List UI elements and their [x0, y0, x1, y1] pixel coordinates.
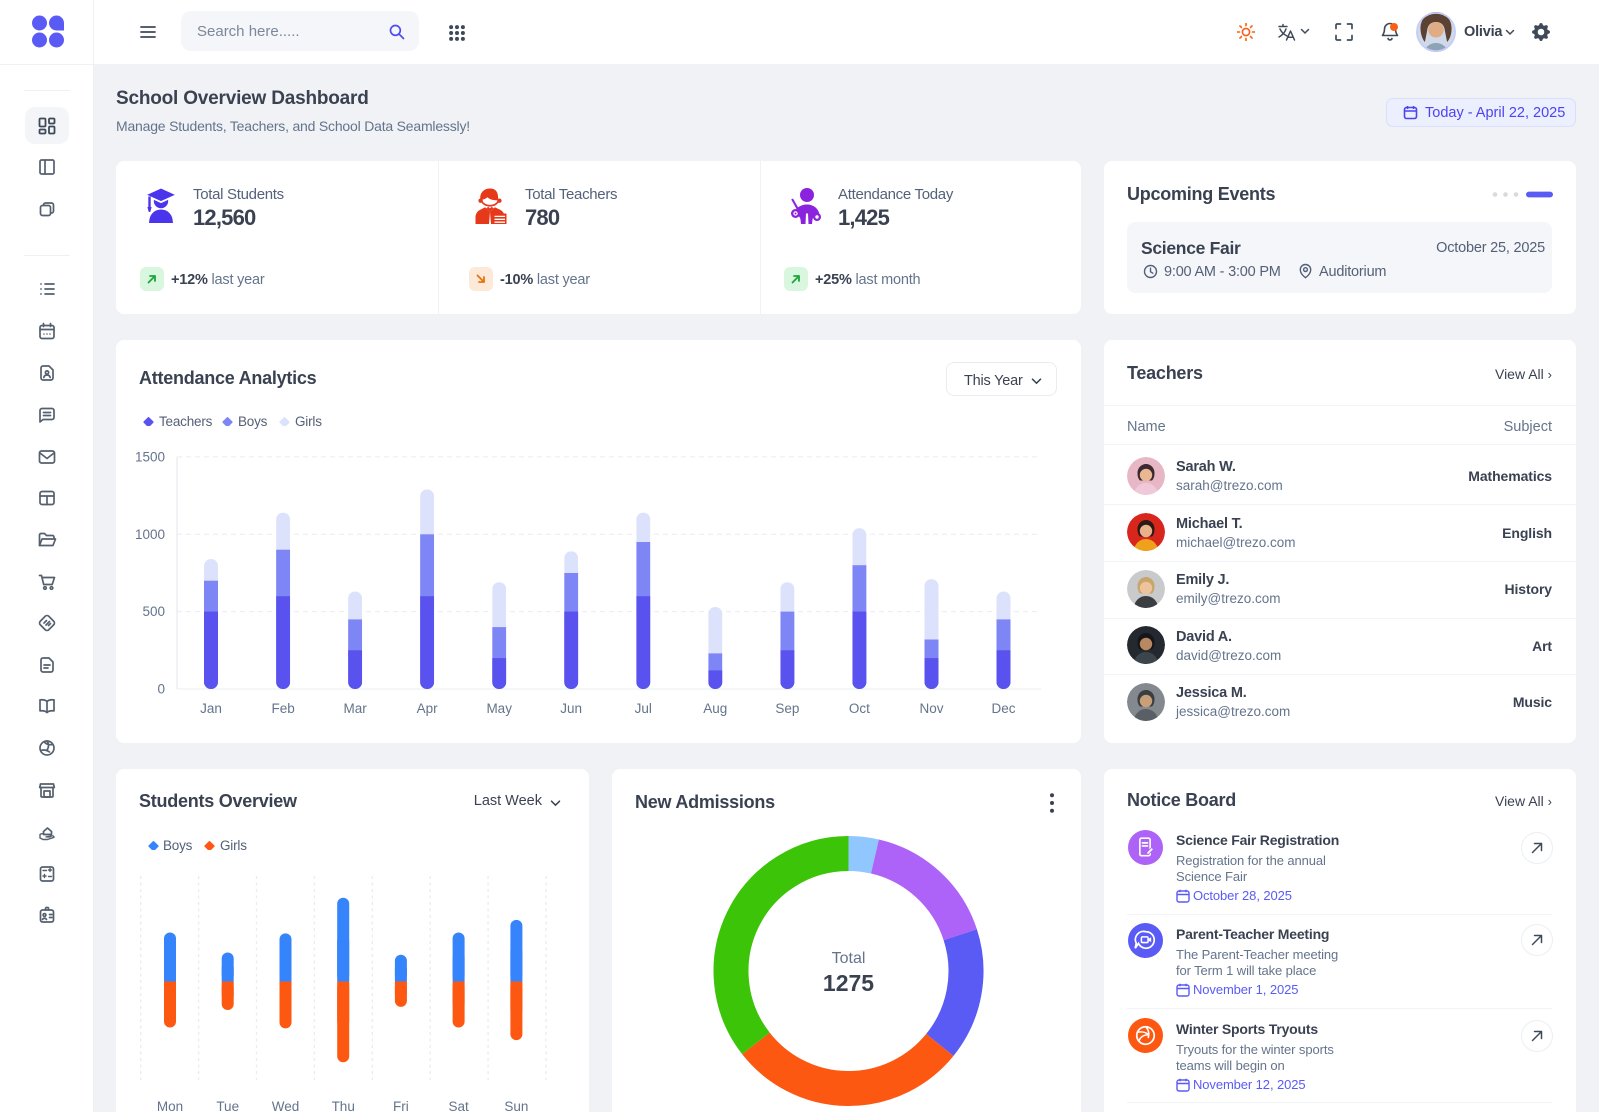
svg-text:Wed: Wed: [272, 1099, 300, 1112]
svg-text:May: May: [486, 701, 512, 716]
svg-text:Thu: Thu: [332, 1099, 355, 1112]
svg-text:Aug: Aug: [703, 701, 727, 716]
svg-text:1500: 1500: [135, 449, 165, 464]
svg-text:Tue: Tue: [216, 1099, 239, 1112]
svg-text:1275: 1275: [823, 970, 874, 996]
svg-text:Total: Total: [832, 950, 866, 967]
svg-text:Jan: Jan: [200, 701, 222, 716]
svg-text:Feb: Feb: [271, 701, 294, 716]
svg-text:Jul: Jul: [635, 701, 652, 716]
svg-text:Jun: Jun: [560, 701, 582, 716]
svg-text:Mon: Mon: [157, 1099, 183, 1112]
svg-text:1000: 1000: [135, 527, 165, 542]
svg-text:Mar: Mar: [343, 701, 367, 716]
svg-text:Sun: Sun: [504, 1099, 528, 1112]
svg-text:Nov: Nov: [919, 701, 943, 716]
svg-text:Apr: Apr: [417, 701, 439, 716]
svg-text:Sat: Sat: [448, 1099, 469, 1112]
svg-text:Fri: Fri: [393, 1099, 409, 1112]
svg-text:Sep: Sep: [775, 701, 799, 716]
svg-text:0: 0: [157, 682, 165, 697]
svg-text:Oct: Oct: [849, 701, 870, 716]
svg-text:Dec: Dec: [991, 701, 1015, 716]
svg-text:500: 500: [142, 604, 165, 619]
